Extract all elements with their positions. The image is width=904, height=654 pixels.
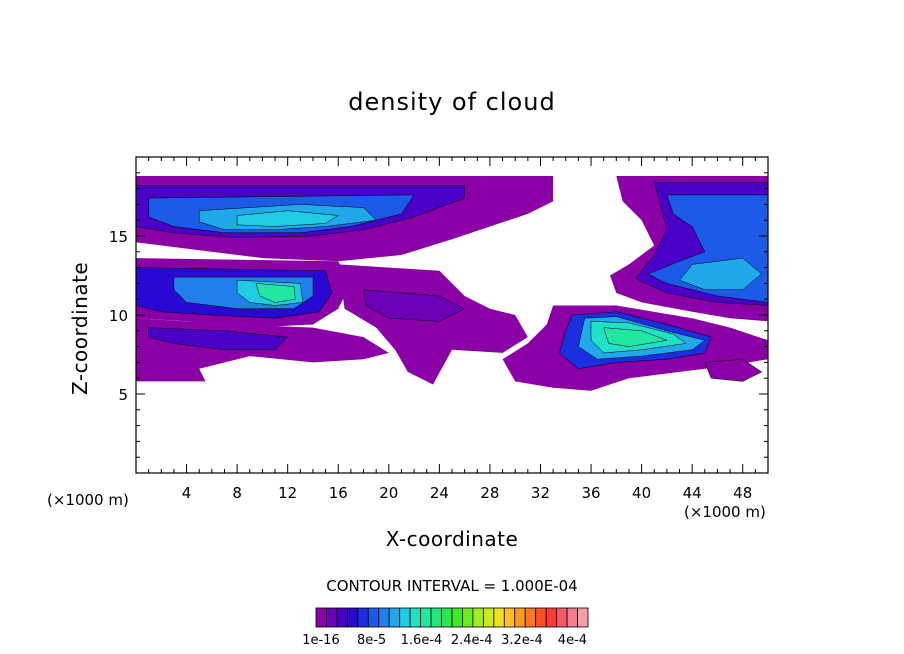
colorbar-label: 2.4e-4 <box>450 633 493 648</box>
cloud-region-6-band-4 <box>679 257 763 290</box>
x-unit-left: (×1000 m) <box>47 491 129 509</box>
colorbar <box>315 607 589 628</box>
y-tick-label: 15 <box>109 228 128 246</box>
colorbar-swatch <box>493 607 505 628</box>
x-tick-label: 20 <box>379 484 398 502</box>
colorbar-swatch <box>430 607 442 628</box>
colorbar-label: 8e-5 <box>356 633 387 648</box>
y-tick-label: 10 <box>109 307 128 325</box>
colorbar-swatch <box>346 607 359 628</box>
y-tick-label: 5 <box>118 386 128 404</box>
colorbar-label: 4e-4 <box>557 633 588 648</box>
x-axis-label: X-coordinate <box>0 527 904 551</box>
chart-title: density of cloud <box>348 88 556 116</box>
colorbar-swatch <box>482 607 495 628</box>
colorbar-swatch <box>462 607 474 628</box>
colorbar-label: 1.6e-4 <box>400 633 443 648</box>
x-tick-label: 28 <box>480 484 499 502</box>
colorbar-swatch <box>566 607 578 628</box>
cloud-region-1-band-5 <box>236 210 339 227</box>
x-unit-right: (×1000 m) <box>684 503 766 521</box>
colorbar-swatch <box>503 607 516 628</box>
contour-interval-text: CONTOUR INTERVAL = 1.000E-04 <box>326 577 578 595</box>
x-axis-label-text: X-coordinate <box>385 527 519 551</box>
colorbar-swatch <box>535 607 547 628</box>
colorbar-swatch <box>514 607 526 628</box>
colorbar-swatch <box>357 607 369 628</box>
x-tick-label: 12 <box>278 484 297 502</box>
cloud-region-5-band-5 <box>603 327 668 347</box>
colorbar-swatch <box>336 607 348 628</box>
colorbar-swatch <box>545 607 558 628</box>
colorbar-label: 3.2e-4 <box>501 633 543 648</box>
cloud-region-2 <box>136 258 351 328</box>
colorbar-swatch <box>315 607 327 628</box>
x-tick-label: 32 <box>531 484 550 502</box>
x-tick-label: 36 <box>581 484 600 502</box>
colorbar-swatch <box>420 607 432 628</box>
colorbar-swatch <box>577 607 589 628</box>
x-tick-label: 4 <box>182 484 192 502</box>
y-axis-label: Z-coordinate <box>68 261 92 395</box>
colorbar-swatch <box>388 607 401 628</box>
colorbar-label: 1e-16 <box>302 633 340 648</box>
x-tick-label: 44 <box>683 484 702 502</box>
cloud-region-4-band-2 <box>363 289 466 322</box>
colorbar-swatch <box>326 607 338 628</box>
cloud-region-5 <box>502 305 768 391</box>
colorbar-swatch <box>451 607 463 628</box>
cloud-region-3 <box>136 318 389 382</box>
cloud-region-2-band-5 <box>255 283 296 303</box>
colorbar-swatch <box>556 607 568 628</box>
cloud-region-1 <box>136 176 554 262</box>
colorbar-swatch <box>367 607 380 628</box>
x-tick-label: 16 <box>329 484 348 502</box>
x-tick-label: 40 <box>632 484 651 502</box>
colorbar-swatch <box>409 607 422 628</box>
cloud-region-4-band-1 <box>338 264 528 385</box>
colorbar-swatch <box>378 607 390 628</box>
colorbar-swatch <box>524 607 537 628</box>
x-tick-label: 24 <box>430 484 449 502</box>
cloud-region-3-band-2 <box>148 327 289 351</box>
cloud-region-4 <box>338 264 528 385</box>
cloud-region-6 <box>610 176 768 322</box>
x-tick-label: 8 <box>232 484 242 502</box>
colorbar-swatch <box>399 607 411 628</box>
colorbar-swatch <box>472 607 484 628</box>
density-field <box>136 176 768 391</box>
cloud-region-5-band-6 <box>704 358 763 382</box>
contour-interval: CONTOUR INTERVAL = 1.000E-04 <box>0 577 904 595</box>
colorbar-swatch <box>441 607 453 628</box>
x-tick-label: 48 <box>733 484 752 502</box>
